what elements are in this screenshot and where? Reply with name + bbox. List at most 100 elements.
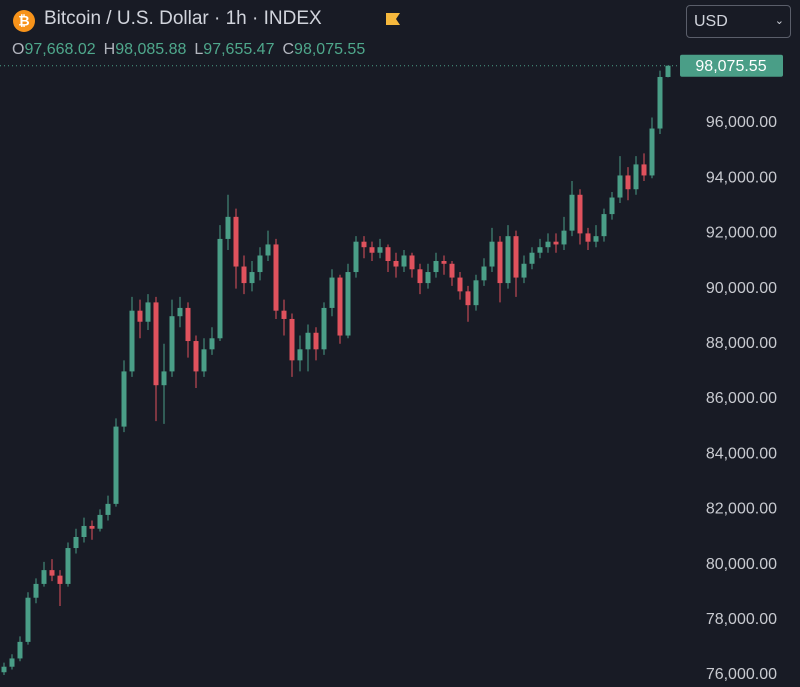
bitcoin-symbol: ₿	[18, 13, 29, 29]
candle-body	[185, 307, 191, 342]
candle-body	[153, 302, 159, 386]
candle-body	[561, 230, 567, 245]
candle-body	[49, 570, 55, 576]
candle-body	[505, 236, 511, 284]
candle-body	[577, 194, 583, 234]
candle-body	[321, 307, 327, 350]
candle-body	[233, 216, 239, 267]
y-tick-label: 92,000.00	[706, 225, 777, 242]
candle-body	[553, 241, 559, 245]
candle-body	[433, 261, 439, 273]
y-tick-label: 96,000.00	[706, 114, 777, 131]
candle-body	[545, 241, 551, 248]
candle-body	[129, 310, 135, 372]
candle-body	[377, 247, 383, 253]
bitcoin-icon	[13, 10, 35, 32]
candle-body	[113, 426, 119, 504]
candle-body	[57, 575, 63, 584]
candle-body	[665, 65, 671, 77]
y-tick-label: 86,000.00	[706, 390, 777, 407]
y-tick-label: 78,000.00	[706, 611, 777, 628]
candle-body	[169, 316, 175, 372]
caret: ⌄	[774, 15, 784, 27]
candle-body	[385, 247, 391, 262]
candle-body	[513, 236, 519, 278]
candle-body	[1, 666, 7, 673]
candle-body	[241, 266, 247, 284]
candle-body	[177, 307, 183, 317]
candle-body	[601, 214, 607, 237]
candle-body	[337, 277, 343, 336]
candle-body	[369, 247, 375, 253]
ohlc-value: 97,655.47	[203, 41, 275, 58]
ohlc-letter: O	[12, 41, 25, 58]
candle-body	[225, 216, 231, 239]
candle-body	[585, 233, 591, 242]
candle-body	[345, 272, 351, 336]
y-tick-label: 82,000.00	[706, 501, 777, 518]
candle-body	[417, 269, 423, 284]
ohlc-letter: C	[282, 41, 295, 58]
candle-body	[609, 197, 615, 215]
candle-body	[25, 597, 31, 642]
candle-body	[217, 238, 223, 339]
candle-body	[593, 236, 599, 242]
candle-body	[521, 263, 527, 278]
candle-body	[81, 525, 87, 537]
candle-body	[481, 266, 487, 281]
candle-body	[529, 252, 535, 264]
y-tick-label: 90,000.00	[706, 280, 777, 297]
candle-body	[121, 371, 127, 427]
candle-body	[297, 349, 303, 361]
symbol-title: Bitcoin / U.S. Dollar · 1h · INDEX	[44, 8, 322, 29]
currency-select[interactable]: USD ⌄	[686, 5, 791, 38]
ohlc-legend: O97,668.02 H98,085.88 L97,655.47 C98,075.55	[12, 41, 373, 59]
candle-body	[353, 241, 359, 273]
candle-body	[105, 503, 111, 515]
candle-body	[41, 570, 47, 584]
candle-body	[401, 255, 407, 267]
candle-body	[657, 76, 663, 129]
last-price-tag	[680, 54, 783, 77]
candle-body	[361, 241, 367, 248]
candle-body	[161, 371, 167, 386]
candle-body	[33, 583, 39, 598]
candle-body	[65, 548, 71, 584]
y-tick-label: 76,000.00	[706, 666, 777, 683]
candle-body	[641, 164, 647, 176]
last-price-label: 98,075.55	[695, 58, 766, 75]
candle-body	[305, 332, 311, 350]
flag-icon[interactable]	[386, 13, 400, 25]
candle-body	[441, 261, 447, 264]
candle-body	[625, 175, 631, 190]
y-tick-label: 94,000.00	[706, 169, 777, 186]
candle-body	[465, 291, 471, 306]
candle-body	[193, 341, 199, 372]
candle-body	[449, 263, 455, 278]
candle-body	[89, 525, 95, 529]
candle-body	[617, 175, 623, 198]
y-tick-label: 80,000.00	[706, 556, 777, 573]
candle-body	[273, 244, 279, 311]
candle-body	[313, 332, 319, 350]
candle-body	[489, 241, 495, 267]
candle-body	[289, 318, 295, 361]
candle-body	[257, 255, 263, 273]
candle-body	[569, 194, 575, 231]
ohlc-letter: H	[103, 41, 116, 58]
candle-body	[281, 310, 287, 319]
y-tick-label: 84,000.00	[706, 445, 777, 462]
candle-body	[265, 244, 271, 256]
candle-body	[329, 277, 335, 308]
candle-body	[17, 641, 23, 659]
candle-body	[393, 261, 399, 267]
ohlc-value: 98,085.88	[115, 41, 187, 58]
y-tick-label: 88,000.00	[706, 335, 777, 352]
candle-body	[201, 349, 207, 372]
candle-body	[457, 277, 463, 292]
candle-body	[73, 536, 79, 549]
candle-body	[425, 272, 431, 284]
ohlc-value: 97,668.02	[24, 41, 96, 58]
candle-body	[473, 280, 479, 306]
